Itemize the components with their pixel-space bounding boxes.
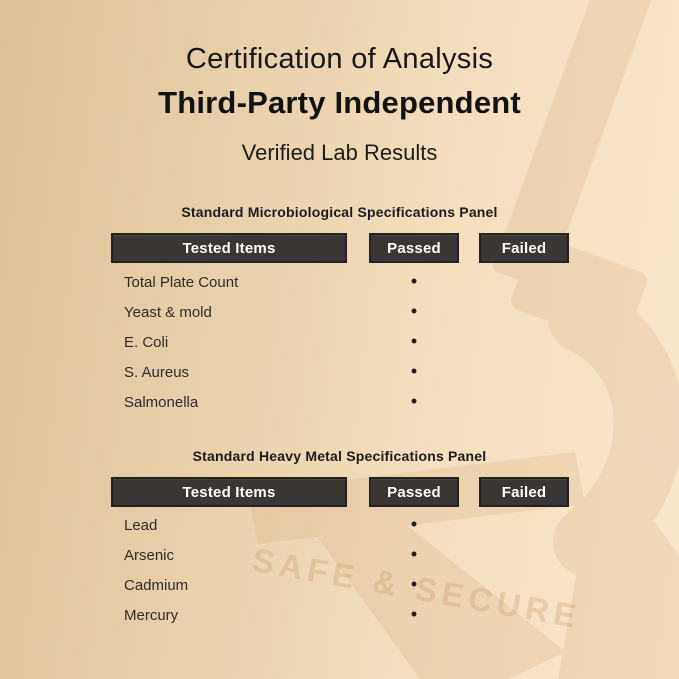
- column-header-failed: Failed: [479, 233, 569, 263]
- table-row: Arsenic •: [111, 540, 679, 570]
- microbiological-panel: Standard Microbiological Specifications …: [0, 203, 679, 417]
- passed-dot-icon: •: [410, 271, 418, 291]
- panel-heading: Standard Microbiological Specifications …: [181, 204, 498, 220]
- column-header-tested-items: Tested Items: [111, 477, 347, 507]
- table-row: S. Aureus •: [111, 357, 679, 387]
- tested-item-label: S. Aureus: [124, 363, 190, 381]
- passed-dot-icon: •: [410, 301, 418, 321]
- table-row: Mercury •: [111, 600, 679, 630]
- passed-dot-icon: •: [410, 331, 418, 351]
- heavy-metal-panel: Standard Heavy Metal Specifications Pane…: [0, 447, 679, 630]
- table-header-row: Tested Items Passed Failed: [111, 477, 679, 507]
- tested-item-label: Mercury: [124, 606, 179, 624]
- passed-cell: •: [369, 302, 459, 322]
- table-body: Lead • Arsenic • Cadmium • Mercury •: [0, 510, 679, 630]
- tested-item-label: Yeast & mold: [124, 303, 212, 321]
- page-title: Certification of Analysis: [185, 43, 494, 75]
- table-row: Cadmium •: [111, 570, 679, 600]
- passed-cell: •: [369, 545, 459, 565]
- tested-item-label: Lead: [124, 516, 158, 534]
- table-row: Yeast & mold •: [111, 297, 679, 327]
- passed-cell: •: [369, 272, 459, 292]
- table-row: E. Coli •: [111, 327, 679, 357]
- passed-dot-icon: •: [410, 544, 418, 564]
- passed-dot-icon: •: [410, 361, 418, 381]
- passed-dot-icon: •: [410, 574, 418, 594]
- tested-item-label: Total Plate Count: [124, 273, 239, 291]
- column-header-failed: Failed: [479, 477, 569, 507]
- passed-cell: •: [369, 392, 459, 412]
- page-subtitle: Third-Party Independent: [158, 85, 521, 120]
- tested-item-label: Cadmium: [124, 576, 189, 594]
- column-header-passed: Passed: [369, 233, 459, 263]
- column-header-passed: Passed: [369, 477, 459, 507]
- passed-dot-icon: •: [410, 604, 418, 624]
- passed-cell: •: [369, 575, 459, 595]
- passed-cell: •: [369, 515, 459, 535]
- passed-cell: •: [369, 332, 459, 352]
- table-row: Salmonella •: [111, 387, 679, 417]
- tested-item-label: Salmonella: [124, 393, 199, 411]
- tested-item-label: Arsenic: [124, 546, 175, 564]
- page-tagline: Verified Lab Results: [241, 140, 438, 165]
- table-header-row: Tested Items Passed Failed: [111, 233, 679, 263]
- passed-cell: •: [369, 362, 459, 382]
- passed-dot-icon: •: [410, 391, 418, 411]
- table-row: Total Plate Count •: [111, 267, 679, 297]
- tested-item-label: E. Coli: [124, 333, 169, 351]
- passed-dot-icon: •: [410, 514, 418, 534]
- column-header-tested-items: Tested Items: [111, 233, 347, 263]
- passed-cell: •: [369, 605, 459, 625]
- table-row: Lead •: [111, 510, 679, 540]
- table-body: Total Plate Count • Yeast & mold • E. Co…: [0, 267, 679, 417]
- panel-heading: Standard Heavy Metal Specifications Pane…: [192, 448, 487, 464]
